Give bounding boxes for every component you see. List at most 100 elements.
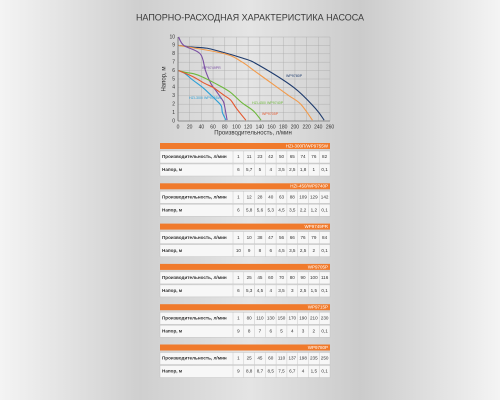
cell: 8,5 (268, 369, 275, 374)
y-tick-label: 8 (172, 51, 175, 57)
cell: 4,5 (257, 288, 264, 293)
table-header-bar (160, 183, 330, 190)
cell: 7,5 (278, 369, 285, 374)
series-line (178, 44, 313, 121)
cell: 4 (269, 288, 272, 293)
x-tick-label: 40 (199, 124, 205, 130)
table-row (159, 352, 331, 365)
cell: 66 (290, 235, 296, 240)
series-line (178, 70, 227, 121)
cell: 0,1 (321, 208, 328, 213)
y-tick-label: 1 (172, 110, 175, 116)
cell: 2,2 (300, 208, 307, 213)
cell: 150 (278, 315, 286, 320)
table-title: WP9715P (308, 305, 328, 310)
cell: 110 (278, 356, 286, 361)
cell: 45 (257, 275, 263, 280)
cell: 7 (259, 328, 262, 333)
cell: 3,5 (278, 167, 285, 172)
cell: 0,1 (321, 288, 328, 293)
series-line (178, 36, 228, 121)
series-line (178, 70, 247, 121)
cell: 2,5 (300, 288, 307, 293)
cell: 5,3 (268, 208, 275, 213)
y-tick-label: 6 (172, 68, 175, 74)
cell: 3 (291, 288, 294, 293)
y-tick-label: 0 (172, 118, 175, 124)
cell: 190 (299, 315, 307, 320)
cell: 80 (290, 275, 296, 280)
cell: 2,5 (300, 248, 307, 253)
series-label: WP9705P (262, 112, 279, 116)
cell: 1 (237, 315, 240, 320)
cell: 50 (279, 154, 285, 159)
cell: 47 (268, 235, 274, 240)
table-row (159, 150, 331, 164)
cell: 109 (299, 195, 307, 200)
cell: 9 (237, 328, 240, 333)
cell: 60 (268, 356, 274, 361)
cell: 129 (310, 195, 318, 200)
series-label: WP9749PR (202, 66, 221, 70)
cell: 116 (321, 275, 329, 280)
cell: 1 (237, 195, 240, 200)
row-label: Производительность, л/мин (162, 315, 227, 320)
table-row (159, 284, 331, 298)
cell: 1,5 (311, 288, 318, 293)
cell: 5,8 (246, 208, 253, 213)
table-row (159, 191, 331, 204)
cell: 10 (236, 248, 242, 253)
cell: 9 (248, 248, 251, 253)
cell: 110 (256, 315, 264, 320)
cell: 6 (237, 288, 240, 293)
cell: 3,5 (278, 288, 285, 293)
cell: 76 (300, 235, 306, 240)
table-header-bar (160, 223, 330, 230)
series-line (178, 70, 262, 121)
y-tick-label: 7 (172, 60, 175, 66)
x-tick-label: 120 (244, 124, 253, 130)
cell: 5,7 (246, 167, 253, 172)
x-tick-label: 100 (232, 124, 241, 130)
y-tick-label: 4 (172, 85, 175, 91)
cell: 0,1 (321, 248, 328, 253)
table-row (159, 365, 331, 378)
cell: 6,7 (289, 369, 296, 374)
cell: 82 (322, 154, 328, 159)
cell: 210 (310, 315, 318, 320)
cell: 80 (247, 315, 253, 320)
cell: 6 (237, 208, 240, 213)
cell: 3 (302, 328, 305, 333)
row-label: Напор, м (162, 328, 183, 333)
cell: 12 (247, 195, 253, 200)
cell: 170 (288, 315, 296, 320)
cell: 1 (237, 356, 240, 361)
cell: 1 (237, 275, 240, 280)
x-tick-label: 200 (291, 124, 300, 130)
cell: 11 (247, 154, 252, 159)
cell: 130 (267, 315, 275, 320)
cell: 8 (248, 328, 251, 333)
row-label: Напор, м (162, 208, 183, 213)
cell: 8,7 (257, 369, 264, 374)
row-label: Производительность, л/мин (162, 195, 227, 200)
cell: 90 (300, 275, 306, 280)
cell: 9 (237, 369, 240, 374)
row-label: Производительность, л/мин (162, 154, 227, 159)
cell: 4,5 (278, 248, 285, 253)
x-axis-label: Производительность, л/мин (214, 131, 292, 137)
table-title: HZI-450/WP9740P (290, 184, 328, 189)
cell: 1,2 (311, 208, 318, 213)
cell: 4 (291, 328, 294, 333)
y-tick-label: 5 (172, 76, 175, 82)
cell: 42 (268, 154, 274, 159)
cell: 76 (311, 154, 317, 159)
cell: 235 (310, 356, 318, 361)
cell: 137 (288, 356, 296, 361)
y-tick-label: 2 (172, 102, 175, 108)
cell: 8 (259, 248, 262, 253)
cell: 60 (268, 275, 274, 280)
cell: 70 (279, 275, 285, 280)
cell: 23 (257, 154, 263, 159)
